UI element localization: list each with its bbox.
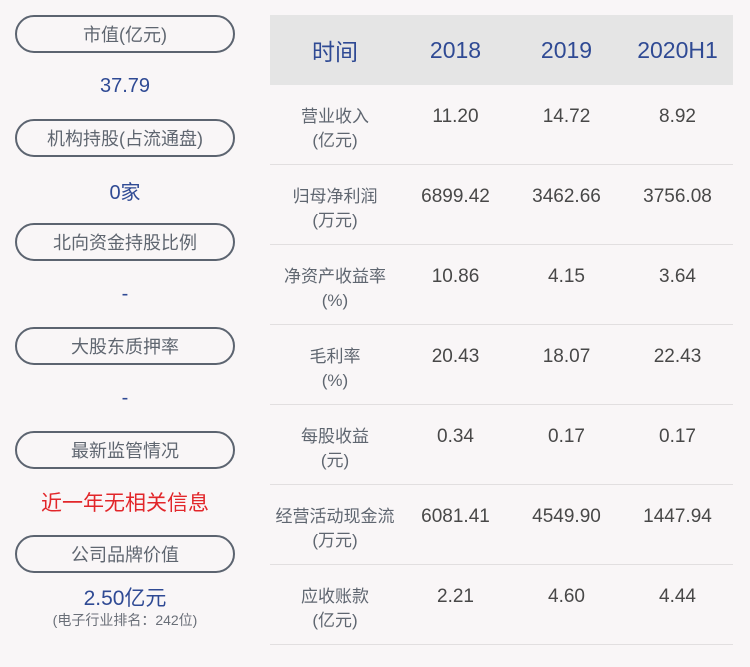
summary-panel: 市值(亿元) 37.79 机构持股(占流通盘) 0家 北向资金持股比例 - 大股…	[15, 15, 235, 643]
cell-value: 3756.08	[643, 186, 712, 207]
institutional-holding-label: 机构持股(占流通盘)	[15, 119, 235, 157]
row-label: 经营活动现金流 (万元)	[270, 505, 400, 553]
cell-value: 2.21	[437, 586, 474, 607]
header-2018: 2018	[429, 36, 482, 63]
market-cap-value: 37.79	[99, 74, 151, 97]
metric-unit: (亿元)	[312, 131, 358, 150]
cell-value: 6081.41	[421, 506, 490, 527]
metric-unit: (万元)	[312, 211, 358, 230]
table-row: 应收账款 (亿元) 2.21 4.60 4.44	[270, 565, 733, 645]
cell-value: 4549.90	[532, 506, 601, 527]
market-cap-label: 市值(亿元)	[15, 15, 235, 53]
metric-name: 经营活动现金流	[275, 507, 395, 526]
header-2019: 2019	[540, 36, 593, 63]
cell-value: 11.20	[432, 106, 479, 127]
cell-value: 14.72	[542, 106, 591, 127]
pledge-rate-value: -	[121, 386, 129, 409]
metric-unit: (%)	[321, 291, 349, 310]
cell-value: 3.64	[659, 266, 696, 287]
row-label: 归母净利润 (万元)	[270, 185, 400, 233]
table-row: 经营活动现金流 (万元) 6081.41 4549.90 1447.94	[270, 485, 733, 565]
cell-value: 20.43	[431, 346, 480, 367]
header-time: 时间	[312, 39, 358, 65]
cell-value: 10.86	[431, 266, 480, 287]
brand-value-rank: (电子行业排名：242位)	[52, 612, 198, 628]
northbound-holding-value: -	[121, 282, 129, 305]
row-label: 营业收入 (亿元)	[270, 105, 400, 153]
metric-name: 每股收益	[301, 427, 369, 446]
table-row: 净资产收益率 (%) 10.86 4.15 3.64	[270, 245, 733, 325]
metric-name: 毛利率	[309, 347, 361, 366]
brand-value: 2.50亿元 (电子行业排名：242位)	[15, 573, 235, 643]
metric-unit: (亿元)	[312, 611, 358, 630]
table-row: 毛利率 (%) 20.43 18.07 22.43	[270, 325, 733, 405]
metric-name: 净资产收益率	[284, 267, 386, 286]
regulatory-status-value: 近一年无相关信息	[41, 492, 209, 515]
cell-value: 0.17	[659, 426, 696, 447]
regulatory-status-label: 最新监管情况	[15, 431, 235, 469]
cell-value: 4.15	[548, 266, 585, 287]
cell-value: 6899.42	[421, 186, 490, 207]
table-row: 每股收益 (元) 0.34 0.17 0.17	[270, 405, 733, 485]
metric-name: 营业收入	[301, 107, 369, 126]
cell-value: 8.92	[659, 106, 696, 127]
metric-unit: (元)	[320, 451, 350, 470]
metric-name: 归母净利润	[292, 187, 378, 206]
table-header: 时间 2018 2019 2020H1	[270, 15, 733, 85]
cell-value: 18.07	[542, 346, 591, 367]
table-row: 营业收入 (亿元) 11.20 14.72 8.92	[270, 85, 733, 165]
financial-table: 时间 2018 2019 2020H1 营业收入 (亿元) 11.20 14.72…	[270, 15, 733, 645]
cell-value: 3462.66	[532, 186, 601, 207]
metric-unit: (%)	[321, 371, 349, 390]
table-row: 归母净利润 (万元) 6899.42 3462.66 3756.08	[270, 165, 733, 245]
northbound-holding-label: 北向资金持股比例	[15, 223, 235, 261]
brand-value-label: 公司品牌价值	[15, 535, 235, 573]
pledge-rate-label: 大股东质押率	[15, 327, 235, 365]
cell-value: 1447.94	[643, 506, 712, 527]
institutional-holding-value: 0家	[109, 181, 141, 204]
cell-value: 0.17	[548, 426, 585, 447]
metric-unit: (万元)	[312, 531, 358, 550]
row-label: 净资产收益率 (%)	[270, 265, 400, 313]
brand-value-amount: 2.50亿元	[83, 587, 167, 610]
row-label: 毛利率 (%)	[270, 345, 400, 393]
header-2020h1: 2020H1	[637, 36, 718, 63]
row-label: 每股收益 (元)	[270, 425, 400, 473]
cell-value: 4.44	[659, 586, 696, 607]
cell-value: 4.60	[548, 586, 585, 607]
metric-name: 应收账款	[301, 587, 369, 606]
cell-value: 22.43	[653, 346, 702, 367]
cell-value: 0.34	[437, 426, 474, 447]
row-label: 应收账款 (亿元)	[270, 585, 400, 633]
